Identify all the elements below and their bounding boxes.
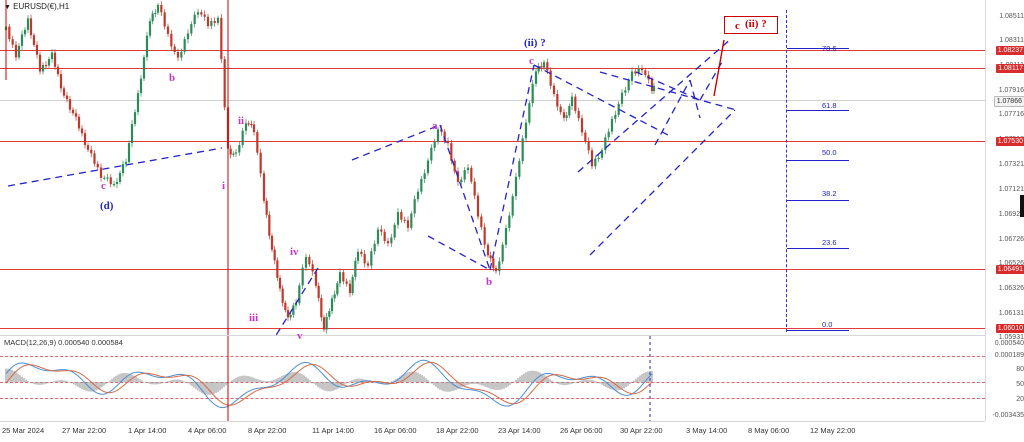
fib-line-38.2 — [787, 200, 849, 201]
price-badge-1.06010: 1.06010 — [995, 324, 1024, 333]
time-tick-10: 30 Apr 22:00 — [620, 426, 663, 435]
time-tick-11: 3 May 14:00 — [686, 426, 728, 435]
current-price-badge: 1.07866 — [993, 96, 1024, 107]
price-badge-1.07530: 1.07530 — [995, 137, 1024, 146]
time-tick-1: 27 Mar 22:00 — [62, 426, 107, 435]
wave-label-c-1: c — [101, 180, 106, 192]
fib-label-0.0: 0.0 — [822, 320, 833, 329]
wave-label-ii-red: (ii) ? — [745, 18, 767, 30]
collapse-triangle-icon[interactable]: ▼ — [4, 4, 11, 11]
price-level-1.06010 — [0, 328, 985, 329]
symbol-label: ▼ EURUSD(€),H1 — [4, 2, 69, 11]
time-tick-0: 25 Mar 2024 — [2, 426, 45, 435]
wave-label-v: v — [297, 330, 303, 342]
wave-label-c-2: c — [529, 55, 534, 67]
price-axis[interactable]: 1.08511 1.08311 1.08111 1.07916 1.07716 … — [985, 0, 1024, 421]
y-tick-1: 1.08311 — [999, 37, 1024, 44]
fib-line-61.8 — [787, 110, 849, 111]
y-tick-9: 1.06726 — [998, 236, 1024, 243]
y-tick-8: 1.06921 — [998, 211, 1024, 218]
price-level-1.07530 — [0, 141, 985, 142]
macd-y-tick-4: 20 — [1016, 396, 1024, 403]
y-tick-3: 1.07916 — [998, 87, 1024, 94]
price-badge-1.06491: 1.06491 — [995, 265, 1024, 274]
price-badge-1.08237: 1.08237 — [995, 46, 1024, 55]
price-badge-1.08117: 1.08117 — [996, 64, 1024, 73]
macd-level-mid — [0, 382, 985, 383]
macd-level-lower — [0, 398, 985, 399]
wave-label-b-1: b — [169, 72, 176, 84]
time-tick-5: 11 Apr 14:00 — [312, 426, 354, 435]
y-tick-13: 1.05931 — [998, 334, 1024, 341]
macd-indicator-label: MACD(12,26,9) 0.000540 0.000584 — [4, 338, 123, 347]
time-tick-3: 4 Apr 06:00 — [188, 426, 227, 435]
projection-vline — [786, 10, 787, 332]
macd-y-tick-5: -0.003435 — [992, 412, 1024, 419]
y-tick-12: 1.06131 — [998, 310, 1024, 317]
time-tick-6: 16 Apr 06:00 — [374, 426, 417, 435]
fib-line-0.0 — [787, 330, 849, 331]
macd-y-tick-1: 0.000189 — [994, 352, 1024, 359]
price-level-1.08237 — [0, 50, 985, 51]
wave-label-iii: iii — [249, 312, 259, 324]
fib-label-23.6: 23.6 — [822, 238, 837, 247]
wave-label-a: a — [432, 120, 438, 132]
y-tick-10: 1.06526 — [998, 260, 1024, 267]
time-axis: 25 Mar 2024 27 Mar 22:00 1 Apr 14:00 4 A… — [0, 421, 985, 442]
wave-label-i: i — [222, 180, 226, 192]
fib-label-78.6: 78.6 — [822, 44, 837, 53]
fib-line-23.6 — [787, 248, 849, 249]
wave-label-ii-q: (ii) ? — [524, 37, 546, 49]
time-tick-9: 26 Apr 06:00 — [560, 426, 603, 435]
wave-label-b-2: b — [486, 276, 493, 288]
price-scale-marker[interactable] — [1020, 195, 1024, 217]
price-level-1.06491 — [0, 269, 985, 270]
time-tick-2: 1 Apr 14:00 — [128, 426, 167, 435]
time-tick-12: 8 May 06:00 — [748, 426, 790, 435]
fib-label-38.2: 38.2 — [822, 189, 837, 198]
time-tick-7: 18 Apr 22:00 — [436, 426, 479, 435]
fib-label-50.0: 50.0 — [822, 148, 837, 157]
y-tick-4: 1.07716 — [998, 111, 1024, 118]
symbol-text: EURUSD(€),H1 — [13, 2, 70, 11]
time-tick-8: 23 Apr 14:00 — [498, 426, 541, 435]
wave-label-ii: ii — [238, 115, 245, 127]
y-tick-0: 1.08511 — [999, 13, 1024, 20]
wave-label-iv: iv — [290, 246, 299, 258]
fib-line-78.6 — [787, 48, 849, 49]
macd-y-tick-2: 80 — [1016, 366, 1024, 373]
time-tick-4: 8 Apr 22:00 — [248, 426, 287, 435]
wave-label-ii-red-box: (ii) ? — [724, 16, 778, 34]
price-level-1.08117 — [0, 68, 985, 69]
macd-pane[interactable]: MACD(12,26,9) 0.000540 0.000584 — [0, 336, 985, 421]
macd-series-overlay — [5, 336, 653, 421]
fib-label-61.8: 61.8 — [822, 101, 837, 110]
wave-label-d: (d) — [100, 200, 114, 212]
wave-label-c-red: c — [735, 20, 740, 32]
y-tick-11: 1.06326 — [998, 285, 1024, 292]
price-pane[interactable]: 78.6 61.8 50.0 38.2 23.6 0.0 — [0, 0, 985, 342]
time-tick-13: 12 May 22:00 — [810, 426, 856, 435]
y-tick-6: 1.07321 — [998, 161, 1024, 168]
fib-line-50.0 — [787, 160, 849, 161]
macd-y-tick-0: 0.000540 — [994, 340, 1024, 347]
macd-level-upper — [0, 356, 985, 357]
current-price-line — [0, 100, 985, 101]
macd-y-tick-3: 50 — [1016, 381, 1024, 388]
y-tick-7: 1.07121 — [998, 186, 1024, 193]
